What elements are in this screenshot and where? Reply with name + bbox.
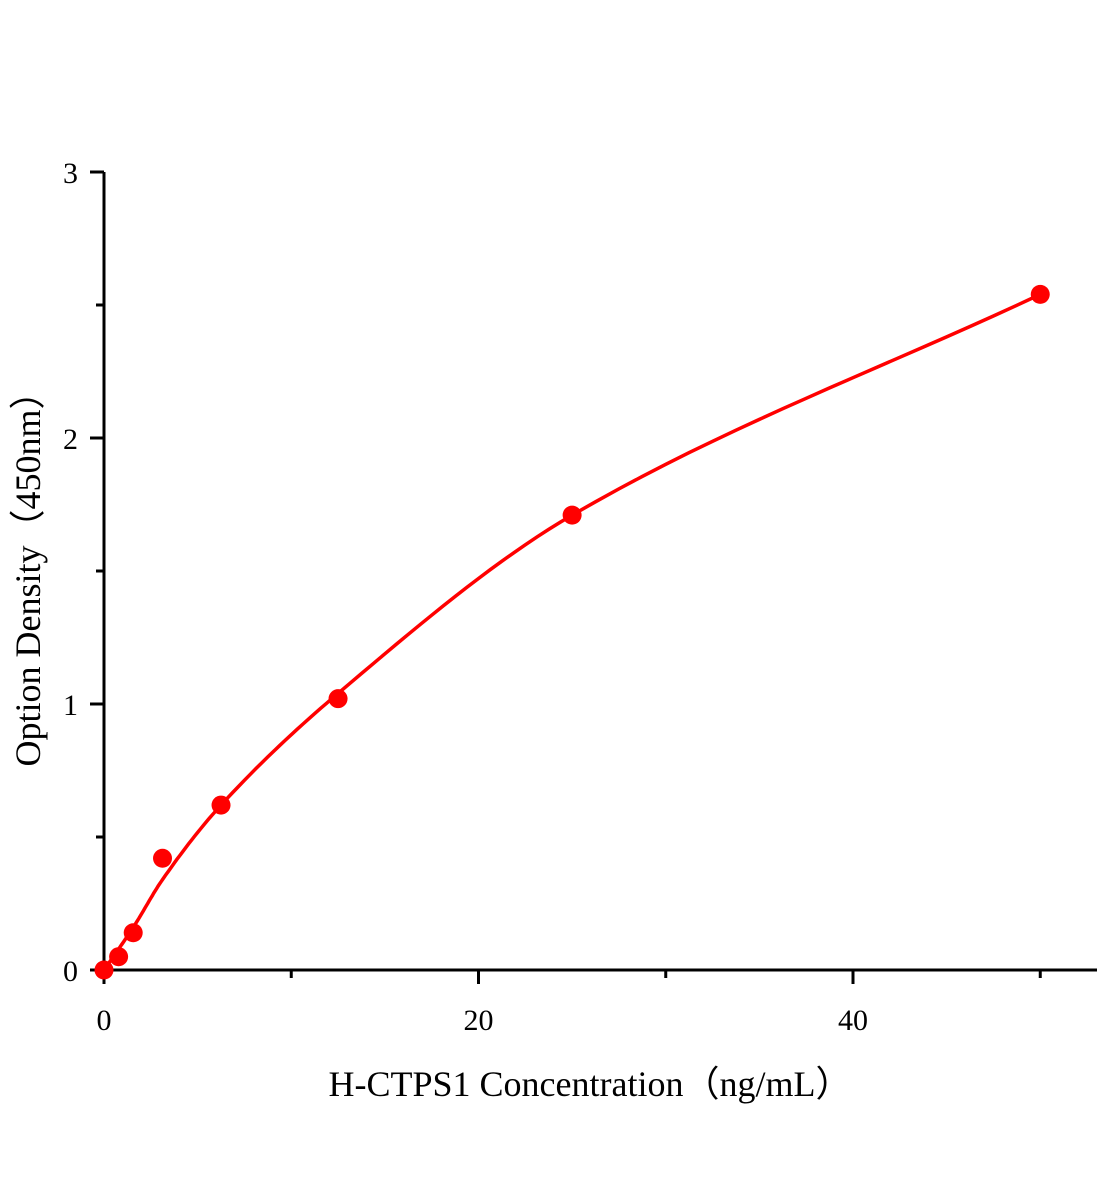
data-point	[1030, 284, 1050, 304]
data-point	[211, 795, 231, 815]
y-tick-label: 3	[63, 157, 78, 190]
data-point	[123, 923, 143, 943]
data-point	[328, 689, 348, 709]
x-tick-label: 20	[464, 1004, 494, 1037]
data-point	[94, 960, 114, 980]
x-tick-label: 40	[838, 1004, 868, 1037]
data-point	[109, 947, 129, 967]
data-points	[94, 284, 1050, 980]
axes: 0 20 40 0 1 2 3	[63, 157, 1097, 1037]
y-tick-label: 0	[63, 955, 78, 988]
fit-curve	[102, 292, 1042, 972]
y-axis-title: Option Density（450nm）	[8, 374, 48, 767]
data-point	[562, 505, 582, 525]
y-tick-label: 2	[63, 423, 78, 456]
x-axis-title: H-CTPS1 Concentration（ng/mL）	[329, 1064, 852, 1104]
x-tick-label: 0	[97, 1004, 112, 1037]
data-point	[153, 848, 173, 868]
y-tick-label: 1	[63, 689, 78, 722]
